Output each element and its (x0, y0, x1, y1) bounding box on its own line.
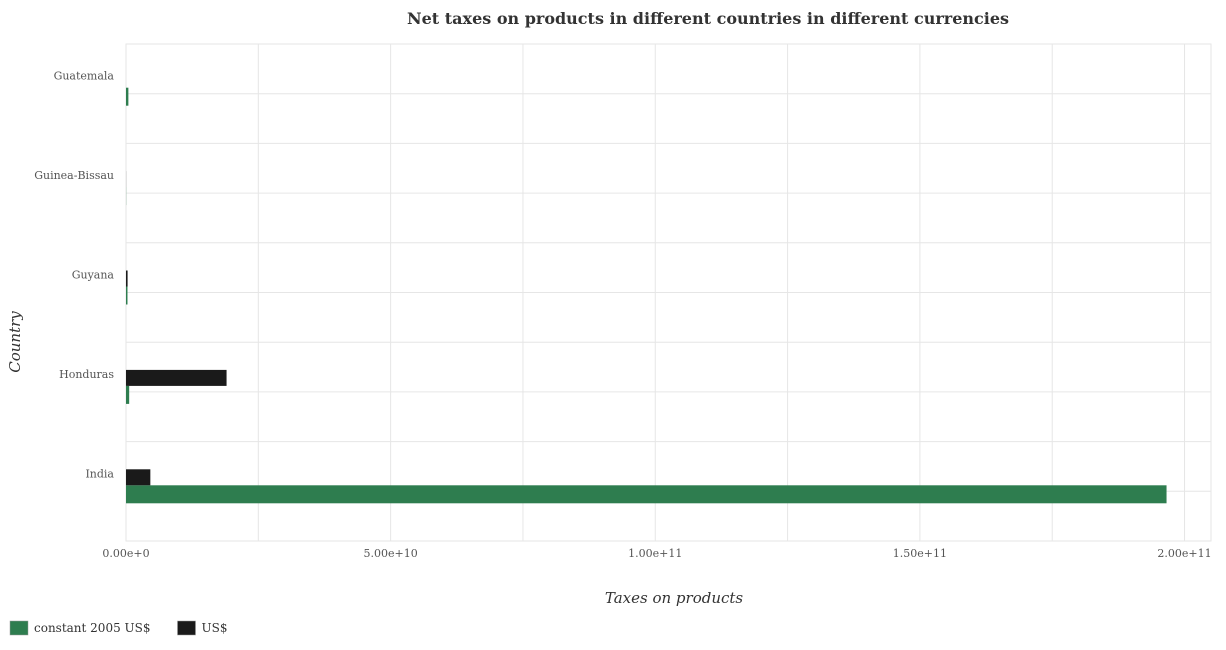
bars (126, 87, 1167, 504)
y-tick-label: Guatemala (54, 70, 115, 83)
legend: constant 2005 US$ US$ (9, 620, 228, 636)
bar-constant-2005-us--india (126, 485, 1167, 504)
y-tick-label: Guyana (72, 269, 115, 282)
x-tick-label: 1.50e+11 (893, 547, 947, 560)
y-axis-label: Country (6, 311, 24, 373)
grid (125, 43, 1212, 542)
legend-swatch (177, 620, 196, 636)
x-tick-label: 1.00e+11 (628, 547, 682, 560)
y-tick-labels: Guatemala Guinea-Bissau Guyana Honduras Indi… (34, 70, 114, 481)
bar-constant-2005-us--guatemala (126, 87, 129, 106)
bar-constant-2005-us--honduras (126, 385, 130, 404)
x-tick-labels: 0.00e+0 5.00e+10 1.00e+11 1.50e+11 2.00e+11 (102, 547, 1211, 560)
legend-label: constant 2005 US$ (34, 621, 151, 635)
x-axis-label: Taxes on products (605, 589, 744, 607)
x-tick-label: 0.00e+0 (102, 547, 149, 560)
bar-us--honduras (126, 369, 227, 386)
bar-us--guyana (126, 270, 128, 287)
bar-us--india (126, 469, 151, 486)
legend-swatch (9, 620, 29, 636)
y-tick-label: Guinea-Bissau (34, 169, 114, 182)
legend-label: US$ (202, 621, 228, 635)
bar-constant-2005-us--guyana (126, 286, 128, 305)
y-tick-label: Honduras (59, 368, 114, 381)
chart-title: Net taxes on products in different count… (407, 9, 1009, 28)
x-tick-label: 2.00e+11 (1157, 547, 1211, 560)
y-tick-label: India (85, 467, 114, 480)
x-tick-label: 5.00e+10 (364, 547, 418, 560)
